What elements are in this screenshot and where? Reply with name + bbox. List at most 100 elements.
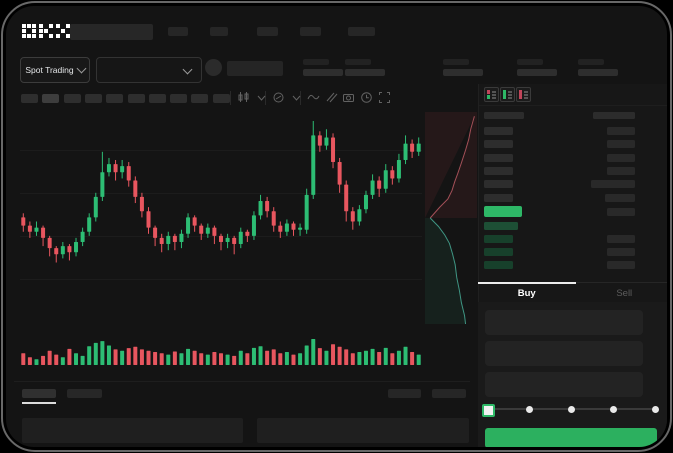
toolbar-separator — [300, 91, 301, 105]
bid-amount-placeholder — [607, 235, 635, 243]
ask-price-placeholder[interactable] — [484, 127, 513, 135]
book-bids-icon[interactable] — [500, 87, 515, 102]
timeframe-chip[interactable] — [106, 94, 124, 103]
chevron-down-icon — [182, 64, 193, 75]
toolbar-separator — [230, 91, 231, 105]
fullscreen-icon[interactable] — [378, 91, 391, 104]
ask-amount-placeholder — [607, 166, 635, 175]
last-price-bar[interactable] — [484, 206, 522, 217]
orders-list-placeholder — [257, 418, 469, 443]
bid-price-placeholder[interactable] — [484, 248, 513, 256]
ask-price-placeholder[interactable] — [484, 140, 513, 149]
ticker-stat-label-placeholder — [303, 59, 329, 65]
bottom-action-placeholder[interactable] — [388, 389, 421, 398]
ticker-stat-label-placeholder — [517, 59, 543, 65]
timeframe-chip[interactable] — [127, 94, 145, 103]
slider-stop-dot[interactable] — [609, 405, 617, 413]
timeframe-chip[interactable] — [191, 94, 209, 103]
bottom-tab-placeholder[interactable] — [67, 389, 102, 398]
ticker-stat-value-placeholder — [443, 69, 483, 76]
chart-gridline — [20, 279, 422, 280]
slider-stop-dot[interactable] — [525, 405, 533, 413]
price-input-placeholder[interactable] — [485, 310, 643, 335]
curve-icon[interactable] — [307, 91, 320, 104]
clock-icon[interactable] — [360, 91, 373, 104]
okx-logo — [22, 24, 70, 38]
timeframe-chip[interactable] — [148, 94, 166, 103]
chevron-down-icon[interactable] — [290, 91, 303, 104]
timeframe-chip[interactable] — [21, 94, 38, 103]
candle-style-icon[interactable] — [237, 91, 250, 104]
depth-chart — [425, 112, 477, 324]
book-header-placeholder — [484, 112, 524, 119]
slider-stop-dot[interactable] — [567, 405, 575, 413]
timeframe-chip[interactable] — [84, 94, 102, 103]
trade-tabbar: Buy Sell — [478, 282, 667, 303]
chart-gridline — [20, 193, 422, 194]
layers-icon[interactable] — [325, 91, 338, 104]
tab-sell[interactable]: Sell — [616, 288, 633, 299]
ask-price-placeholder[interactable] — [484, 153, 513, 162]
divider — [14, 381, 470, 382]
slider-handle[interactable] — [482, 403, 495, 417]
ask-amount-placeholder — [605, 193, 635, 202]
book-asks-icon[interactable] — [516, 87, 531, 102]
indicator-icon[interactable] — [272, 91, 285, 104]
ticker-stat-label-placeholder — [578, 59, 604, 65]
nav-item-placeholder[interactable] — [348, 27, 375, 36]
bid-amount-placeholder — [607, 261, 635, 269]
nav-item-placeholder[interactable] — [257, 27, 278, 36]
ask-amount-placeholder — [607, 153, 635, 162]
ticker-stat-value-placeholder — [578, 69, 618, 76]
toolbar-separator — [265, 91, 266, 105]
timeframe-chip[interactable] — [63, 94, 81, 103]
bid-price-placeholder[interactable] — [484, 235, 513, 243]
ticker-stat-value-placeholder — [345, 69, 385, 76]
ticker-stat-label-placeholder — [345, 59, 371, 65]
bottom-tab-placeholder[interactable] — [22, 389, 56, 398]
volume-chart[interactable] — [20, 336, 422, 366]
amount-slider[interactable] — [482, 403, 659, 417]
timeframe-chip[interactable] — [170, 94, 188, 103]
nav-item-placeholder[interactable] — [210, 27, 228, 36]
divider — [479, 105, 667, 106]
ticker-stat-value-placeholder — [517, 69, 557, 76]
ask-price-placeholder[interactable] — [484, 166, 513, 175]
bottom-action-placeholder[interactable] — [432, 389, 466, 398]
pair-name-placeholder — [227, 61, 283, 76]
ask-amount-placeholder — [607, 127, 635, 135]
total-input-placeholder[interactable] — [485, 372, 643, 397]
ask-price-placeholder[interactable] — [484, 193, 513, 202]
ticker-stat-value-placeholder — [303, 69, 343, 76]
ask-price-placeholder[interactable] — [484, 180, 513, 189]
pair-dropdown[interactable] — [96, 57, 202, 83]
last-price-amount-placeholder — [607, 208, 635, 216]
chevron-down-icon — [76, 63, 87, 74]
submit-buy-button[interactable] — [485, 428, 657, 447]
book-combined-icon[interactable] — [484, 87, 499, 102]
tab-buy[interactable]: Buy — [517, 288, 536, 299]
amount-input-placeholder[interactable] — [485, 341, 643, 366]
mode-selector-button[interactable]: Spot Trading — [20, 57, 90, 83]
timeframe-chip[interactable] — [42, 94, 60, 103]
bid-price-placeholder[interactable] — [484, 222, 518, 230]
camera-icon[interactable] — [342, 91, 355, 104]
book-header-placeholder — [593, 112, 635, 119]
mode-selector-label: Spot Trading — [25, 65, 74, 75]
market-search-placeholder[interactable] — [70, 24, 153, 40]
app-window: Spot Trading — [6, 6, 667, 447]
nav-item-placeholder[interactable] — [300, 27, 321, 36]
ticker-stat-label-placeholder — [443, 59, 469, 65]
active-tab-underline — [22, 402, 56, 404]
active-tab-underline — [478, 282, 576, 284]
nav-item-placeholder[interactable] — [168, 27, 188, 36]
candlestick-chart[interactable] — [20, 115, 422, 330]
slider-stop-dot[interactable] — [651, 405, 659, 413]
timeframe-chip[interactable] — [212, 94, 230, 103]
chevron-down-icon[interactable] — [255, 91, 268, 104]
orders-list-placeholder — [22, 418, 243, 443]
bid-price-placeholder[interactable] — [484, 261, 513, 269]
ask-amount-placeholder — [591, 180, 635, 189]
coin-icon — [205, 59, 222, 76]
